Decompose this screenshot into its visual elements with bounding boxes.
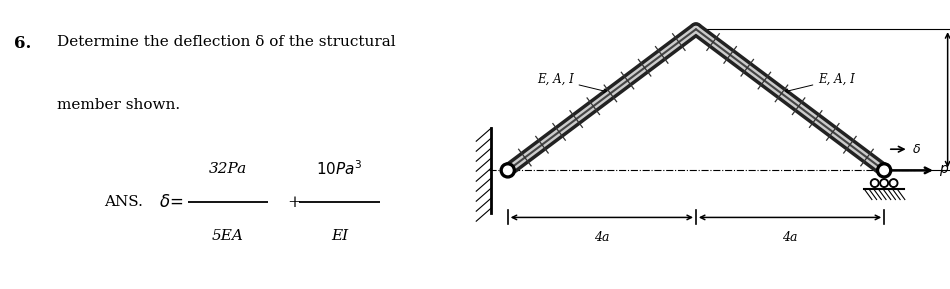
Circle shape — [872, 181, 877, 186]
Text: 32Pa: 32Pa — [209, 162, 247, 176]
Text: $\delta\!=\!$: $\delta\!=\!$ — [160, 194, 184, 211]
Text: $p$: $p$ — [940, 163, 949, 178]
Circle shape — [880, 166, 888, 175]
Circle shape — [501, 163, 515, 178]
Circle shape — [504, 166, 512, 175]
Circle shape — [870, 179, 879, 187]
Text: 4a: 4a — [594, 231, 610, 244]
Circle shape — [880, 179, 888, 187]
Circle shape — [891, 181, 896, 186]
Text: ANS.: ANS. — [104, 195, 143, 209]
Text: 5EA: 5EA — [212, 229, 244, 242]
Text: $\delta$: $\delta$ — [912, 143, 922, 156]
Circle shape — [877, 163, 892, 178]
Circle shape — [889, 179, 898, 187]
Text: EI: EI — [331, 229, 349, 242]
Text: E, A, I: E, A, I — [537, 73, 607, 93]
Text: $10Pa^3$: $10Pa^3$ — [316, 160, 363, 178]
Text: E, A, I: E, A, I — [785, 73, 855, 93]
Text: 6.: 6. — [14, 35, 31, 52]
Text: +: + — [287, 194, 301, 211]
Circle shape — [882, 181, 886, 186]
Text: 4a: 4a — [782, 231, 798, 244]
Text: member shown.: member shown. — [57, 98, 180, 112]
Text: Determine the deflection δ of the structural: Determine the deflection δ of the struct… — [57, 35, 395, 49]
